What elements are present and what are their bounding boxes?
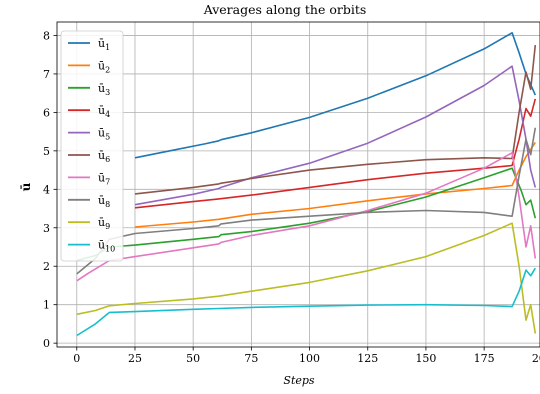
x-tick-label: 175 [474, 352, 495, 365]
y-tick-label: 1 [43, 299, 50, 312]
y-tick-label: 0 [43, 337, 50, 350]
y-axis-label: ū [19, 182, 33, 191]
series-line-3 [76, 167, 537, 262]
x-tick-label: 50 [186, 352, 200, 365]
series-line-8 [76, 127, 537, 275]
chart-title: Averages along the orbits [203, 2, 367, 17]
y-tick-label: 4 [43, 183, 50, 196]
y-tick-label: 5 [43, 145, 50, 158]
x-tick-label: 100 [299, 352, 320, 365]
plot-frame [56, 21, 540, 348]
series-line-4 [134, 98, 537, 209]
x-axis: 0 25 50 75 100 125 150 175 200 [73, 347, 540, 365]
x-tick-label: 25 [128, 352, 142, 365]
series-line-7 [76, 152, 537, 282]
x-axis-label: Steps [283, 374, 315, 387]
plot-area [56, 21, 540, 348]
series-line-6 [134, 45, 537, 195]
series-line-1 [134, 31, 537, 159]
series-line-5 [134, 65, 537, 206]
plot-background [57, 22, 540, 347]
series-line-10 [76, 267, 536, 337]
series-lines [76, 31, 537, 337]
x-tick-label: 0 [73, 352, 80, 365]
y-tick-label: 8 [43, 29, 50, 42]
y-tick-label: 6 [43, 106, 50, 119]
y-tick-label: 2 [43, 260, 50, 273]
x-tick-label: 150 [415, 352, 436, 365]
x-tick-label: 125 [357, 352, 378, 365]
x-tick-label: 75 [244, 352, 258, 365]
series-line-9 [76, 222, 537, 334]
y-tick-label: 7 [43, 68, 50, 81]
y-tick-label: 3 [43, 222, 50, 235]
y-axis: 0 1 2 3 4 5 6 7 8 [43, 29, 57, 350]
x-tick-label: 200 [532, 352, 540, 365]
